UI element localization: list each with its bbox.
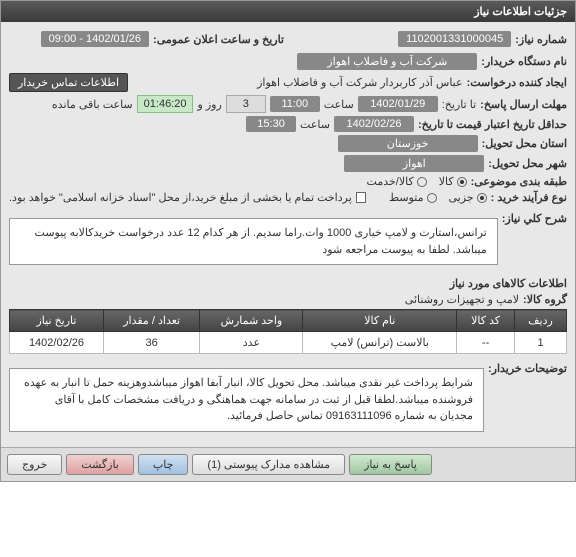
cell-unit: عدد	[200, 332, 303, 354]
th-unit: واحد شمارش	[200, 310, 303, 332]
cell-name: بالاست (ترانس) لامپ	[303, 332, 457, 354]
time-remaining: 01:46:20	[137, 95, 194, 113]
main-panel: جزئیات اطلاعات نیاز شماره نیاز: 11020013…	[0, 0, 576, 482]
deadline-label: مهلت ارسال پاسخ:	[480, 98, 567, 111]
radio-dot-icon	[457, 177, 467, 187]
need-no-label: شماره نیاز:	[515, 33, 567, 46]
cell-code: --	[457, 332, 515, 354]
buy-process-label: نوع فرآیند خرید :	[491, 191, 567, 204]
validity-date: 1402/02/26	[334, 116, 414, 132]
group-label: گروه کالا:	[523, 293, 567, 306]
deadline-time: 11:00	[270, 96, 320, 112]
radio-dot-icon	[427, 193, 437, 203]
items-section-title: اطلاعات کالاهای مورد نیاز	[9, 277, 567, 290]
need-description: ترانس،استارت و لامپ خیاری 1000 وات.راما …	[9, 218, 498, 265]
items-table: ردیف کد کالا نام کالا واحد شمارش تعداد /…	[9, 309, 567, 354]
radio-dot-icon	[477, 193, 487, 203]
th-row: ردیف	[515, 310, 567, 332]
radio-goods[interactable]: کالا	[439, 175, 467, 188]
radio-dot-icon	[417, 177, 427, 187]
exit-button[interactable]: خروج	[7, 454, 62, 475]
creator-value: عباس آذر کاربردار شرکت آب و فاضلاب اهواز	[257, 76, 462, 89]
print-button[interactable]: چاپ	[138, 454, 189, 475]
radio-service[interactable]: کالا/خدمت	[367, 175, 427, 188]
table-row[interactable]: 1 -- بالاست (ترانس) لامپ عدد 36 1402/02/…	[10, 332, 567, 354]
radio-medium-label: متوسط	[389, 191, 424, 204]
back-button[interactable]: بازگشت	[66, 454, 134, 475]
attachments-button[interactable]: مشاهده مدارک پیوستی (1)	[192, 454, 345, 475]
validity-time: 15:30	[246, 116, 296, 132]
until-label: تا تاریخ:	[442, 98, 476, 111]
buyer-label: نام دستگاه خریدار:	[481, 55, 567, 68]
group-value: لامپ و تجهیزات روشنائی	[405, 293, 519, 306]
buyer-notes-label: توضیحات خریدار:	[488, 362, 567, 375]
days-remaining: 3	[226, 95, 266, 113]
province-value: خوزستان	[338, 135, 478, 152]
cell-date: 1402/02/26	[10, 332, 104, 354]
announce-value: 1402/01/26 - 09:00	[41, 31, 149, 47]
cell-qty: 36	[103, 332, 199, 354]
payment-checkbox[interactable]	[356, 192, 366, 203]
need-no-value: 1102001331000045	[398, 31, 511, 47]
time-label-2: ساعت	[300, 118, 330, 131]
footer-buttons: پاسخ به نیاز مشاهده مدارک پیوستی (1) چاپ…	[1, 447, 575, 481]
buyer-notes-text: شرایط پرداخت غیر نقدی میباشد. محل تحویل …	[9, 368, 484, 432]
city-label: شهر محل تحویل:	[488, 157, 567, 170]
reply-button[interactable]: پاسخ به نیاز	[349, 454, 432, 475]
desc-label: شرح کلي نیاز:	[502, 212, 567, 225]
announce-label: تاریخ و ساعت اعلان عمومی:	[153, 33, 284, 46]
process-radio-group: جزیی متوسط	[389, 191, 487, 204]
radio-medium[interactable]: متوسط	[389, 191, 437, 204]
deadline-date: 1402/01/29	[358, 96, 438, 112]
contact-buyer-button[interactable]: اطلاعات تماس خریدار	[9, 73, 128, 92]
panel-title: جزئیات اطلاعات نیاز	[1, 1, 575, 22]
radio-goods-label: کالا	[439, 175, 454, 188]
th-date: تاریخ نیاز	[10, 310, 104, 332]
cell-row: 1	[515, 332, 567, 354]
th-code: کد کالا	[457, 310, 515, 332]
payment-note: پرداخت تمام یا بخشی از مبلغ خرید،از محل …	[9, 191, 352, 204]
city-value: اهواز	[344, 155, 484, 172]
table-header-row: ردیف کد کالا نام کالا واحد شمارش تعداد /…	[10, 310, 567, 332]
category-radio-group: کالا کالا/خدمت	[367, 175, 467, 188]
th-name: نام کالا	[303, 310, 457, 332]
validity-label: حداقل تاریخ اعتبار قیمت تا تاریخ:	[418, 118, 567, 131]
th-qty: تعداد / مقدار	[103, 310, 199, 332]
radio-partial[interactable]: جزیی	[449, 191, 487, 204]
category-label: طبقه بندی موضوعی:	[471, 175, 567, 188]
radio-service-label: کالا/خدمت	[367, 175, 414, 188]
panel-body: شماره نیاز: 1102001331000045 تاریخ و ساع…	[1, 22, 575, 447]
buyer-value: شرکت آب و فاضلاب اهواز	[297, 53, 477, 70]
days-label: روز و	[197, 98, 221, 111]
time-label-1: ساعت	[324, 98, 354, 111]
province-label: استان محل تحویل:	[482, 137, 567, 150]
creator-label: ایجاد کننده درخواست:	[467, 76, 567, 89]
remain-label: ساعت باقی مانده	[52, 98, 133, 111]
radio-partial-label: جزیی	[449, 191, 474, 204]
